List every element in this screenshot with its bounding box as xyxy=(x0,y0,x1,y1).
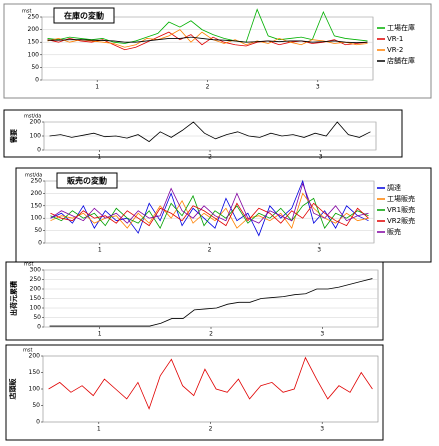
y-tick-label: 50 xyxy=(31,64,39,71)
y-tick-label: 150 xyxy=(31,202,43,209)
unit-label: mst/da xyxy=(25,173,42,179)
y-tick-label: 250 xyxy=(31,178,43,185)
y-tick-label: 150 xyxy=(28,39,40,46)
legend-label: 工場在庫 xyxy=(387,23,415,32)
plot-area xyxy=(42,355,379,423)
y-tick-label: 50 xyxy=(32,402,40,409)
y-tick-label: 100 xyxy=(31,215,43,222)
title-box xyxy=(53,7,115,24)
chart-title: 販売の変動 xyxy=(67,176,107,186)
legend-label: VR1販売 xyxy=(387,205,415,214)
unit-label: mst xyxy=(22,9,31,15)
y-tick-label: 150 xyxy=(29,369,41,376)
series-line xyxy=(47,8,368,44)
x-tick-label: 2 xyxy=(206,84,210,91)
x-tick-label: 1 xyxy=(98,247,102,254)
x-tick-label: 1 xyxy=(95,84,99,91)
y-tick-label: 150 xyxy=(30,295,42,302)
series-line xyxy=(50,182,369,224)
y-tick-label: 50 xyxy=(33,314,41,321)
legend-label: VR-2 xyxy=(387,46,403,54)
series-line xyxy=(50,192,369,229)
series-line xyxy=(47,29,368,48)
series-line xyxy=(48,356,373,410)
y-tick-label: 0 xyxy=(38,240,42,247)
x-tick-label: 2 xyxy=(209,331,213,338)
y-tick-label: 200 xyxy=(31,190,43,197)
plot-area xyxy=(44,180,375,244)
x-tick-label: 3 xyxy=(317,247,321,254)
x-tick-label: 1 xyxy=(97,426,101,433)
y-axis-label: 出荷元累積 xyxy=(9,280,18,316)
y-tick-label: 100 xyxy=(30,305,42,312)
y-tick-label: 0 xyxy=(37,147,41,154)
y-tick-label: 0 xyxy=(35,77,39,84)
x-tick-label: 2 xyxy=(208,247,212,254)
legend-label: VR2販売 xyxy=(387,216,415,225)
y-axis-label: 需要 xyxy=(9,129,18,143)
y-tick-label: 0 xyxy=(37,324,41,331)
y-tick-label: 200 xyxy=(29,353,41,360)
y-tick-label: 50 xyxy=(34,227,42,234)
y-tick-label: 100 xyxy=(28,51,40,58)
unit-label: mst xyxy=(24,262,33,268)
unit-label: mst xyxy=(23,348,32,354)
series-line xyxy=(50,179,369,237)
x-tick-label: 3 xyxy=(320,331,324,338)
y-tick-label: 0 xyxy=(36,419,40,426)
x-tick-label: 2 xyxy=(209,426,213,433)
legend-label: 調達 xyxy=(387,183,401,192)
y-tick-label: 300 xyxy=(30,267,42,274)
y-tick-label: 100 xyxy=(30,133,42,140)
y-tick-label: 200 xyxy=(30,286,42,293)
legend-label: 工場販売 xyxy=(387,194,415,203)
chart-title: 在庫の変動 xyxy=(64,11,104,21)
y-axis-label: 店頭販 xyxy=(8,378,17,400)
x-tick-label: 1 xyxy=(97,154,101,161)
x-tick-label: 2 xyxy=(208,154,212,161)
y-tick-label: 250 xyxy=(28,14,40,21)
x-tick-label: 1 xyxy=(98,331,102,338)
series-line xyxy=(49,121,371,143)
series-line xyxy=(47,36,368,44)
y-tick-label: 200 xyxy=(28,26,40,33)
title-box xyxy=(56,172,118,189)
y-tick-label: 250 xyxy=(30,276,42,283)
series-line xyxy=(49,278,373,327)
x-tick-label: 3 xyxy=(316,84,320,91)
y-tick-label: 200 xyxy=(30,119,42,126)
unit-label: mst/da xyxy=(24,114,41,120)
legend-label: 販売 xyxy=(387,227,401,236)
plot-area xyxy=(41,16,374,81)
legend-label: VR-1 xyxy=(387,35,403,43)
x-tick-label: 3 xyxy=(320,426,324,433)
series-line xyxy=(50,194,369,229)
legend-label: 店舗在庫 xyxy=(387,56,415,65)
y-tick-label: 100 xyxy=(29,386,41,393)
x-tick-label: 3 xyxy=(319,154,323,161)
